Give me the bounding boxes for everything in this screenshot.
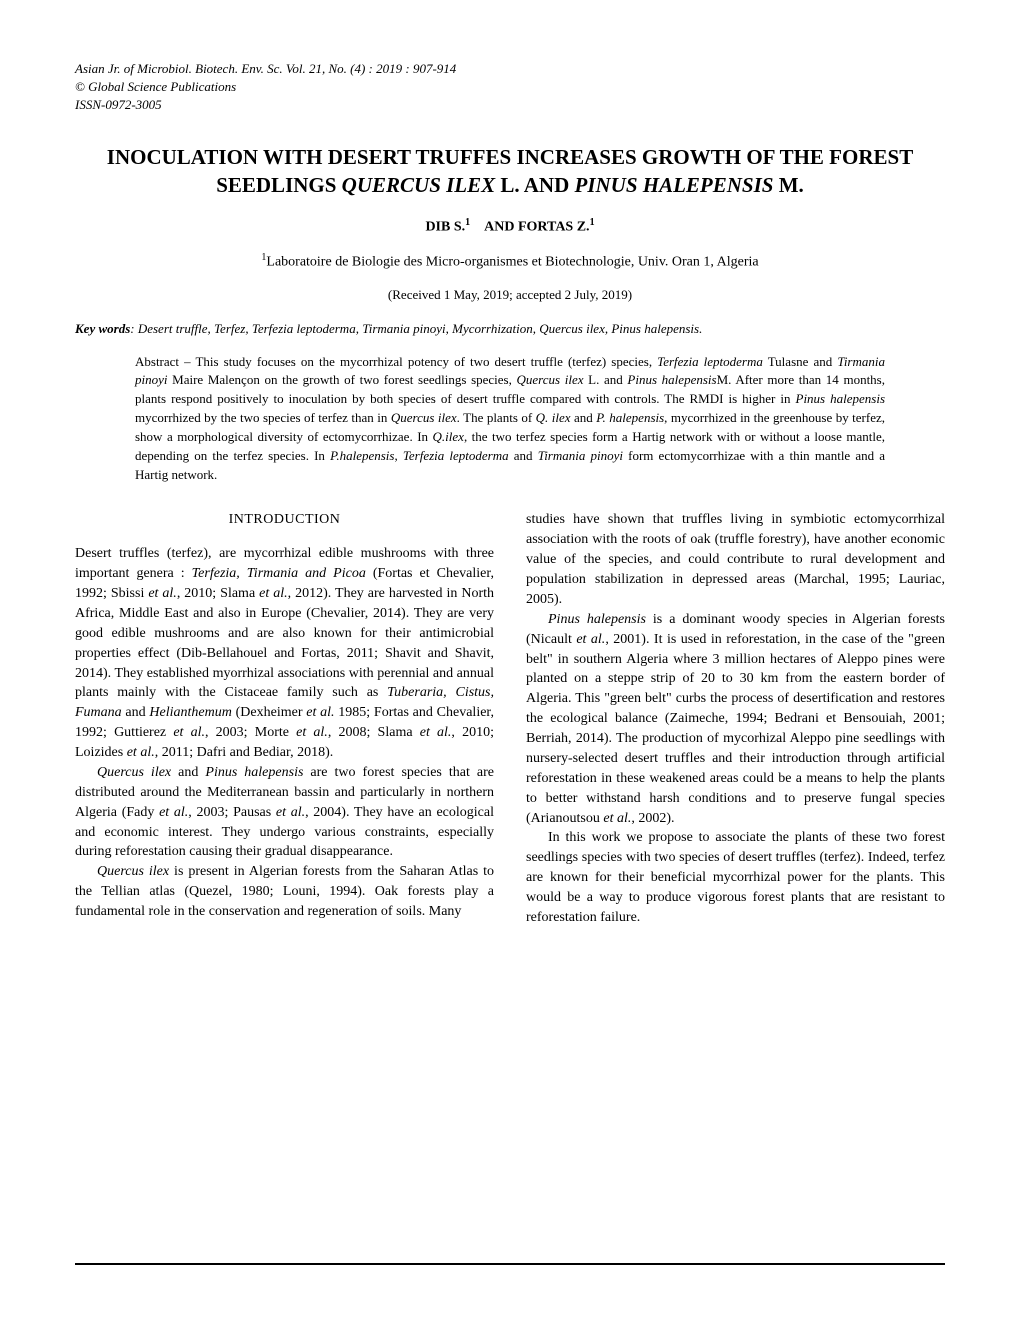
- authors: DIB S.1 AND FORTAS Z.1: [75, 217, 945, 236]
- journal-line-1: Asian Jr. of Microbiol. Biotech. Env. Sc…: [75, 60, 945, 78]
- affiliation: 1Laboratoire de Biologie des Micro-organ…: [75, 252, 945, 271]
- abstract: Abstract – This study focuses on the myc…: [75, 353, 945, 485]
- right-p2: Pinus halepensis is a dominant woody spe…: [526, 610, 945, 829]
- keywords-line: Key words: Desert truffle, Terfez, Terfe…: [75, 321, 945, 337]
- right-p1: studies have shown that truffles living …: [526, 510, 945, 609]
- footer-rule: [75, 1263, 945, 1265]
- journal-line-3: ISSN-0972-3005: [75, 96, 945, 114]
- paper-title: INOCULATION WITH DESERT TRUFFES INCREASE…: [75, 143, 945, 200]
- left-column: INTRODUCTION Desert truffles (terfez), a…: [75, 510, 494, 927]
- left-p1: Desert truffles (terfez), are mycorrhiza…: [75, 544, 494, 763]
- right-p3: In this work we propose to associate the…: [526, 828, 945, 927]
- introduction-heading: INTRODUCTION: [75, 510, 494, 530]
- received-accepted-dates: (Received 1 May, 2019; accepted 2 July, …: [75, 287, 945, 303]
- keywords-text: : Desert truffle, Terfez, Terfezia lepto…: [130, 321, 702, 336]
- keywords-label: Key words: [75, 321, 130, 336]
- body-columns: INTRODUCTION Desert truffles (terfez), a…: [75, 510, 945, 927]
- left-p3: Quercus ilex is present in Algerian fore…: [75, 862, 494, 922]
- journal-header: Asian Jr. of Microbiol. Biotech. Env. Sc…: [75, 60, 945, 115]
- journal-line-2: © Global Science Publications: [75, 78, 945, 96]
- right-column: studies have shown that truffles living …: [526, 510, 945, 927]
- left-p2: Quercus ilex and Pinus halepensis are tw…: [75, 763, 494, 862]
